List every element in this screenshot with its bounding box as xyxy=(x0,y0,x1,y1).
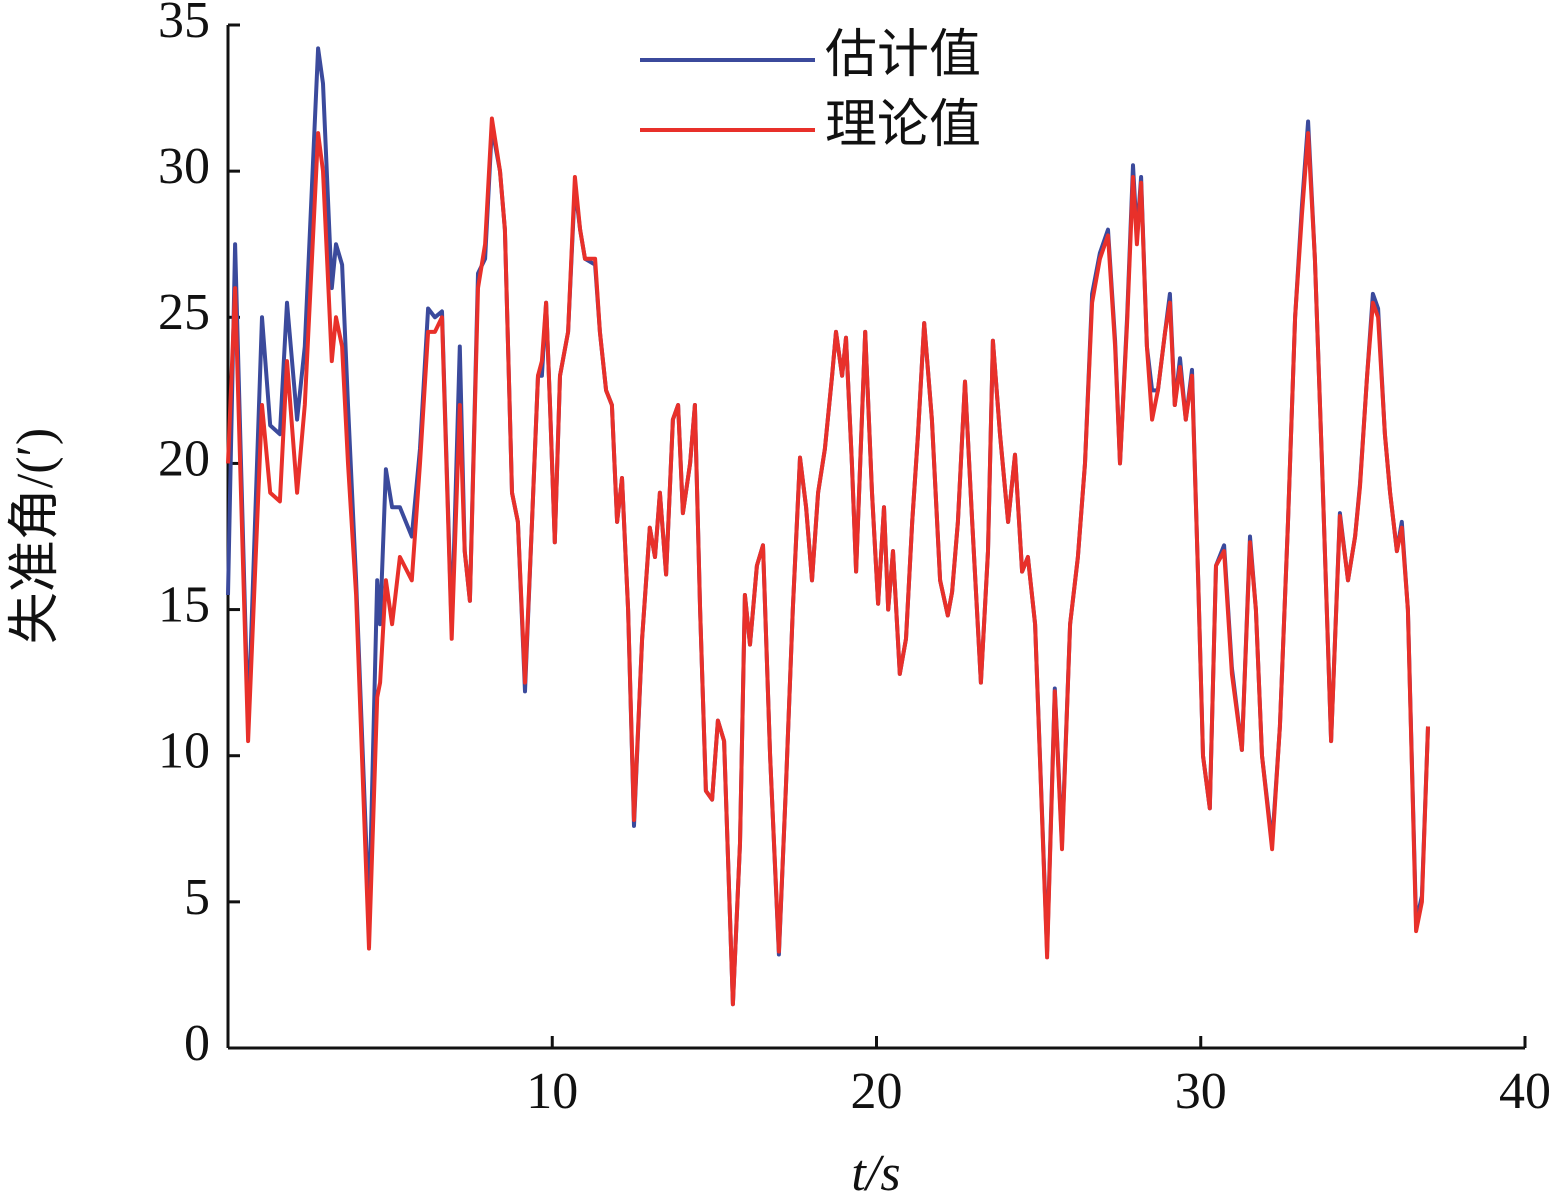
y-tick-label: 0 xyxy=(184,1015,210,1072)
y-tick-label: 35 xyxy=(158,0,210,49)
y-tick-label: 5 xyxy=(184,869,210,926)
x-tick-label: 20 xyxy=(851,1063,903,1120)
legend-label: 理论值 xyxy=(825,97,981,154)
y-tick-label: 10 xyxy=(158,723,210,780)
x-tick-label: 40 xyxy=(1499,1063,1551,1120)
y-tick-label: 20 xyxy=(158,430,210,487)
y-axis-label: 失准角/(′) xyxy=(7,428,64,644)
line-series xyxy=(226,116,1430,1007)
y-tick-label: 25 xyxy=(158,284,210,341)
y-tick-label: 30 xyxy=(158,138,210,195)
line-series xyxy=(226,46,1430,1007)
y-tick-label: 15 xyxy=(158,577,210,634)
x-tick-label: 30 xyxy=(1175,1063,1227,1120)
x-axis-label: t/s xyxy=(851,1145,900,1202)
legend-label: 估计值 xyxy=(825,27,981,84)
x-tick-label: 10 xyxy=(526,1063,578,1120)
